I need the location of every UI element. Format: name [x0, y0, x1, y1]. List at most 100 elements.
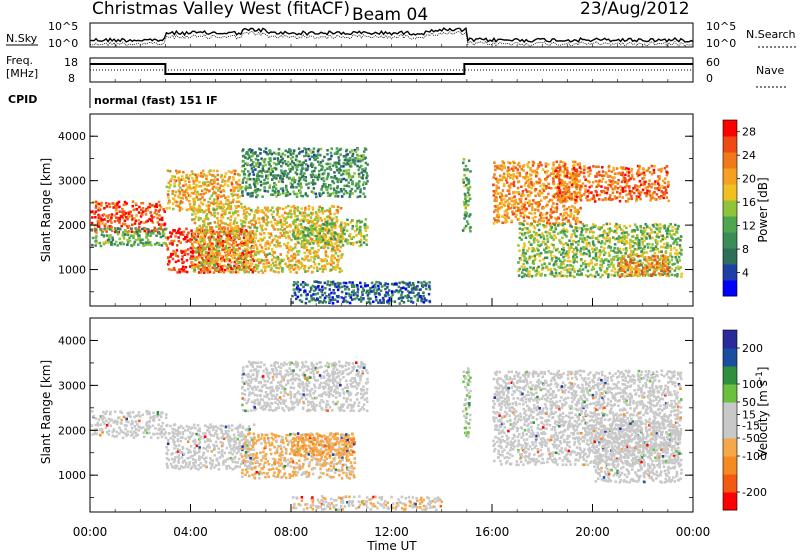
heat-cell — [624, 275, 627, 278]
heat-cell — [583, 193, 586, 196]
heat-cell — [223, 268, 227, 272]
heat-cell — [601, 177, 605, 180]
heat-cell — [279, 253, 283, 256]
heat-cell — [272, 185, 276, 188]
heat-cell — [187, 239, 190, 242]
heat-cell — [259, 258, 263, 262]
heat-cell — [495, 184, 498, 188]
heat-cell — [467, 203, 470, 207]
heat-cell — [208, 173, 212, 176]
heat-cell — [239, 219, 243, 222]
heat-cell — [636, 234, 639, 237]
heat-cell — [587, 191, 591, 195]
heat-cell — [246, 177, 250, 180]
heat-cell — [281, 180, 285, 184]
heat-cell — [282, 172, 285, 175]
heat-cell — [320, 193, 323, 196]
heat-cell — [533, 219, 536, 223]
heat-cell — [308, 242, 312, 246]
heat-cell — [600, 257, 604, 261]
heat-cell — [295, 186, 298, 189]
heat-cell — [494, 219, 497, 222]
heat-cell — [653, 182, 657, 186]
heat-cell — [299, 288, 302, 292]
heat-cell — [196, 263, 200, 266]
heat-cell — [254, 191, 258, 194]
heat-cell — [417, 294, 421, 298]
heat-cell — [113, 242, 116, 246]
heat-cell — [177, 231, 181, 235]
heat-cell — [549, 251, 553, 254]
heat-cell — [652, 247, 655, 250]
heat-cell — [560, 253, 563, 256]
heat-cell — [255, 226, 259, 230]
heat-cell — [325, 259, 329, 263]
heat-cell — [291, 221, 295, 224]
heat-cell — [656, 240, 659, 243]
heat-cell — [233, 264, 236, 268]
heat-cell — [600, 245, 603, 249]
heat-cell — [258, 188, 262, 192]
heat-cell — [316, 242, 319, 246]
heat-cell — [581, 228, 584, 232]
heat-cell — [651, 182, 654, 186]
heat-cell — [270, 213, 274, 216]
heat-cell — [541, 191, 544, 195]
heat-cell — [269, 157, 272, 160]
heat-cell — [274, 234, 277, 238]
heat-cell — [563, 218, 566, 221]
heat-cell — [207, 238, 211, 241]
heat-cell — [505, 194, 508, 197]
heat-cell — [505, 208, 509, 212]
heat-cell — [96, 219, 100, 223]
heat-cell — [326, 246, 330, 250]
heat-cell — [324, 300, 328, 304]
heat-cell — [302, 245, 305, 249]
heat-cell — [309, 149, 312, 152]
heat-cell — [125, 230, 128, 233]
heat-cell — [527, 258, 531, 261]
heat-cell — [555, 218, 558, 221]
heat-cell — [635, 198, 639, 201]
heat-cell — [211, 228, 214, 232]
heat-cell — [571, 168, 574, 171]
heat-cell — [553, 223, 557, 227]
heat-cell — [125, 225, 129, 228]
heat-cell — [498, 202, 502, 205]
heat-cell — [336, 233, 340, 236]
heat-cell — [283, 223, 287, 226]
heat-cell — [265, 218, 268, 222]
heat-cell — [572, 166, 576, 170]
heat-cell — [182, 178, 185, 181]
heat-cell — [158, 232, 161, 236]
heat-cell — [575, 210, 578, 213]
heat-cell — [623, 186, 627, 189]
heat-cell — [531, 235, 535, 238]
heat-cell — [234, 254, 237, 257]
heat-cell — [182, 260, 186, 264]
heat-cell — [657, 226, 661, 229]
heat-cell — [211, 244, 215, 248]
heat-cell — [218, 224, 222, 227]
heat-cell — [233, 193, 236, 197]
heat-cell — [343, 300, 346, 303]
heat-cell — [264, 163, 267, 167]
heat-cell — [249, 268, 253, 272]
heat-cell — [203, 218, 207, 221]
heat-cell — [351, 227, 354, 231]
heat-cell — [467, 188, 470, 191]
heat-cell — [573, 231, 576, 235]
heat-cell — [561, 266, 564, 270]
heat-cell — [345, 161, 349, 165]
heat-cell — [246, 151, 249, 155]
heat-cell — [246, 157, 250, 161]
heat-cell — [279, 231, 282, 235]
heat-cell — [155, 202, 158, 206]
heat-cell — [338, 232, 341, 236]
heat-cell — [638, 180, 642, 183]
heat-cell — [251, 154, 255, 157]
heat-cell — [528, 255, 532, 259]
heat-cell — [212, 251, 216, 255]
heat-cell — [116, 219, 120, 222]
heat-cell — [241, 165, 244, 168]
